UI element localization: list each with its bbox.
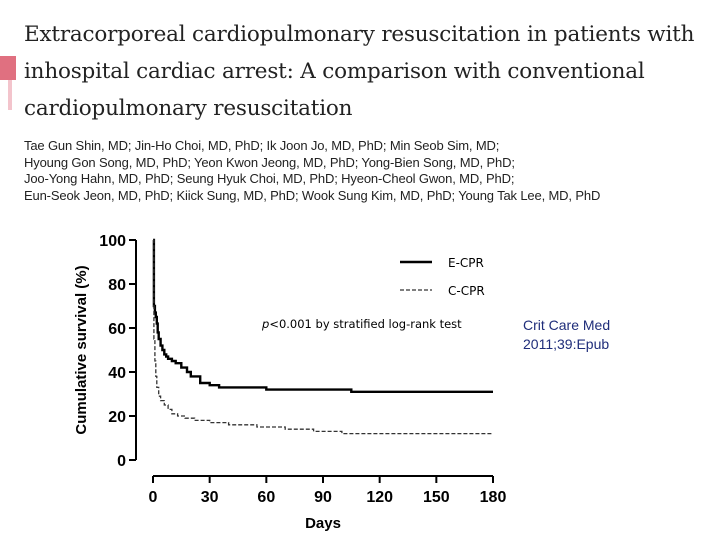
author-line: Hyoung Gon Song, MD, PhD; Yeon Kwon Jeon…: [24, 154, 515, 170]
survival-chart: 0 20 40 60 80 100 0 30 60 90 120 150 180 Days Cumulati…: [60, 222, 520, 540]
author-list: Tae Gun Shin, MD; Jin-Ho Choi, MD, PhD; …: [24, 138, 714, 204]
y-axis-title: Cumulative survival (%): [73, 265, 90, 434]
y-tick-label: 80: [108, 277, 126, 294]
citation-year: 2011;39:Epub: [523, 336, 610, 352]
legend-label: E-CPR: [448, 256, 484, 270]
p-value-annotation: p<0.001 by stratified log-rank test: [261, 317, 462, 331]
y-tick-label: 20: [108, 409, 126, 426]
p-value-text: <0.001 by stratified log-rank test: [269, 317, 462, 331]
p-value-symbol: p: [261, 317, 269, 331]
x-tick-label: 30: [201, 489, 219, 506]
x-tick-label: 150: [423, 489, 450, 506]
x-tick-label: 180: [480, 489, 507, 506]
survival-chart-svg: 0 20 40 60 80 100 0 30 60 90 120 150 180 Days Cumulati…: [73, 233, 507, 532]
y-tick-label: 40: [108, 365, 126, 382]
author-line: Tae Gun Shin, MD; Jin-Ho Choi, MD, PhD; …: [24, 138, 500, 153]
paper-title: Extracorporeal cardiopulmonary resuscita…: [24, 16, 704, 127]
paper-title-line: inhospital cardiac arrest: A comparison …: [24, 59, 645, 84]
author-line: Joo-Yong Hahn, MD, PhD; Seung Hyuk Choi,…: [24, 171, 515, 186]
paper-title-line: cardiopulmonary resuscitation: [24, 96, 353, 121]
citation: Crit Care Med 2011;39:Epub: [523, 316, 610, 354]
author-line: Eun-Seok Jeon, MD, PhD; Kiick Sung, MD, …: [24, 187, 601, 203]
paper-title-line: Extracorporeal cardiopulmonary resuscita…: [24, 22, 695, 47]
slide-accent-bar: [0, 56, 16, 80]
series-line-c-cpr: [153, 239, 493, 435]
x-axis-title: Days: [305, 515, 341, 532]
x-tick-label: 0: [149, 489, 158, 506]
y-tick-label: 100: [99, 233, 126, 250]
y-tick-label: 60: [108, 321, 126, 338]
legend-label: C-CPR: [448, 284, 485, 298]
x-tick-label: 120: [366, 489, 393, 506]
y-tick-label: 0: [117, 453, 126, 470]
citation-journal: Crit Care Med: [523, 317, 611, 333]
slide-accent-tick: [8, 80, 12, 110]
x-tick-label: 90: [314, 489, 332, 506]
x-tick-label: 60: [257, 489, 275, 506]
series-line-e-cpr: [152, 238, 493, 394]
